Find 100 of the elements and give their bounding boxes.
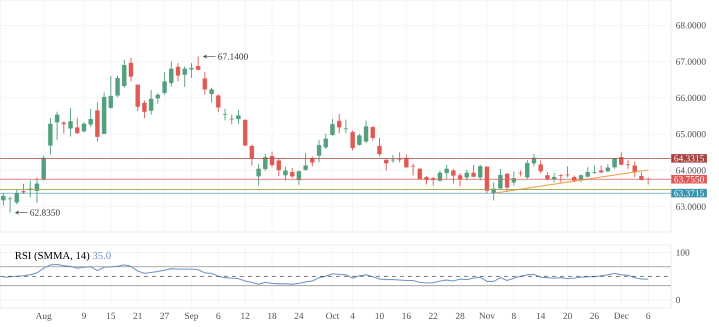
x-tick-label: 24: [294, 312, 304, 319]
candlestick: [34, 176, 40, 204]
candlestick: [444, 164, 449, 180]
candlestick: [108, 75, 114, 110]
candlestick: [62, 120, 66, 134]
candlestick: [176, 62, 180, 82]
y-tick-label: 68.0000: [676, 22, 706, 29]
candlestick: [384, 159, 388, 172]
candlestick: [48, 117, 53, 155]
candlestick: [68, 108, 73, 138]
ref-line-label: 63.7550: [674, 176, 704, 182]
candlestick: [122, 59, 126, 88]
x-tick-label: 20: [563, 312, 572, 319]
candlestick: [41, 155, 46, 181]
candlestick: [330, 118, 335, 136]
y-tick-label: 66.0000: [676, 94, 706, 102]
annotation: 35.0: [92, 252, 111, 260]
candlestick: [404, 154, 409, 168]
candlestick: [88, 108, 93, 128]
x-tick-label: Dec: [614, 312, 629, 319]
candlestick: [115, 75, 120, 98]
candlestick: [626, 159, 630, 170]
y-tick-label: 63.0000: [676, 203, 706, 210]
candlestick: [518, 170, 523, 177]
candlestick: [310, 156, 315, 167]
annotation: 62.8350: [30, 209, 60, 216]
candlestick: [216, 94, 221, 112]
candlestick: [128, 57, 134, 82]
candlestick: [54, 111, 60, 140]
x-tick-label: 21: [133, 312, 142, 319]
x-tick-label: 6: [216, 312, 220, 319]
candlestick: [336, 113, 342, 134]
candlestick: [230, 114, 234, 125]
candlestick: [410, 163, 416, 176]
candlestick: [296, 170, 302, 186]
x-tick-label: 18: [268, 312, 276, 319]
candlestick: [552, 172, 556, 183]
candlestick: [250, 144, 254, 166]
annotation: 67.1400: [218, 53, 248, 60]
x-tick-label: 15: [106, 312, 116, 319]
candlestick: [283, 166, 288, 181]
candlestick: [538, 160, 543, 174]
candlestick: [162, 72, 167, 96]
candlestick: [21, 183, 26, 194]
y-tick-label: 0: [676, 296, 680, 304]
candlestick: [438, 170, 442, 182]
candlestick: [344, 119, 348, 134]
x-tick-label: 8: [512, 312, 516, 319]
candlestick: [370, 126, 375, 142]
candlestick: [585, 166, 590, 178]
x-tick-label: 4: [350, 312, 355, 319]
x-tick-label: 28: [456, 312, 464, 319]
candlestick: [236, 109, 241, 124]
candlestick: [222, 108, 228, 121]
candlestick: [75, 117, 80, 134]
candlestick: [148, 89, 154, 116]
candlestick: [350, 130, 355, 151]
candlestick: [316, 139, 322, 163]
candlestick: [276, 158, 281, 177]
ref-line-label: 64.3315: [674, 155, 704, 162]
candlestick: [202, 72, 208, 96]
x-tick-label: 27: [160, 312, 169, 319]
candlestick: [397, 152, 402, 163]
candlestick: [303, 152, 308, 172]
candlestick: [498, 168, 503, 190]
x-tick-label: 14: [536, 312, 546, 319]
x-tick-label: 12: [241, 312, 250, 319]
candlestick: [189, 62, 194, 78]
candlestick: [377, 137, 382, 157]
candlestick: [142, 100, 147, 119]
x-tick-label: 26: [590, 312, 599, 319]
candlestick: [592, 165, 597, 174]
candlestick: [209, 87, 214, 104]
candlestick: [196, 56, 200, 71]
candlestick: [169, 60, 174, 88]
candlestick: [1, 192, 6, 206]
x-tick-label: Aug: [36, 312, 52, 321]
candlestick: [135, 84, 140, 112]
candlestick: [270, 151, 274, 168]
x-tick-label: 6: [646, 312, 650, 319]
candlestick: [324, 133, 328, 150]
ref-line-label: 63.3715: [674, 190, 704, 196]
candlestick: [532, 153, 536, 167]
candlestick: [14, 188, 20, 205]
text: RSI (SMMA, 14): [15, 252, 90, 262]
candlestick: [156, 92, 160, 104]
candlestick: [512, 170, 516, 186]
candlestick: [256, 163, 261, 186]
candlestick: [8, 196, 12, 214]
y-tick-label: 64.0000: [676, 167, 706, 174]
x-tick-label: 10: [376, 312, 384, 319]
y-tick-label: 67.0000: [676, 58, 706, 65]
candlestick: [364, 120, 368, 144]
candlestick: [82, 122, 86, 133]
candlestick: [619, 152, 624, 166]
x-tick-label: 22: [428, 312, 438, 319]
x-tick-label: 9: [82, 312, 86, 319]
candlestick: [464, 169, 470, 181]
x-tick-label: Oct: [326, 312, 340, 319]
candlestick: [263, 154, 268, 172]
